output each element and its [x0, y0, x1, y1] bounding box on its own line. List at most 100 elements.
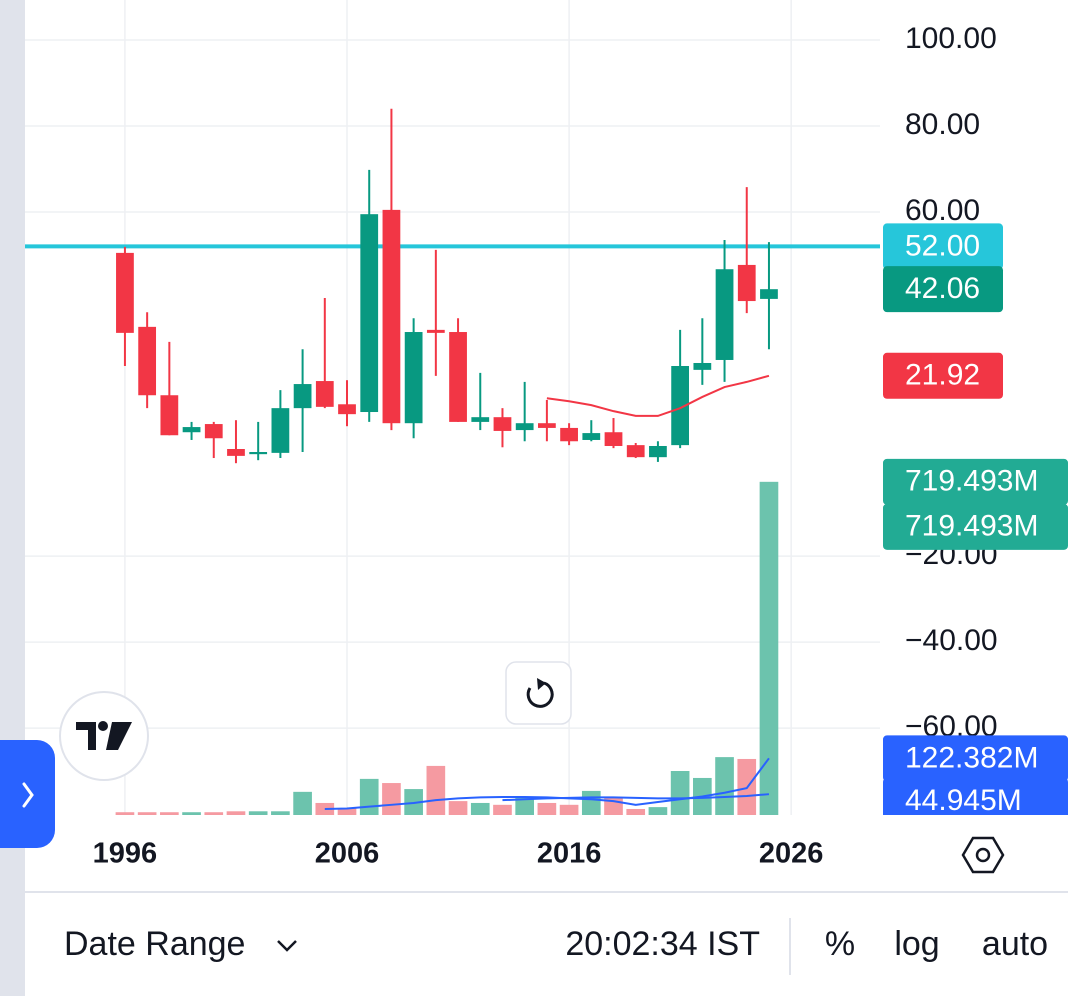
button-bg[interactable]: [0, 740, 55, 848]
volume-bar: [293, 791, 312, 815]
candle-body: [471, 417, 490, 422]
candle-body: [116, 252, 134, 333]
settings-icon[interactable]: [961, 836, 1005, 874]
date-range-button[interactable]: Date Range: [64, 925, 245, 963]
price-label-bg: [883, 266, 1003, 313]
volume-bar: [337, 808, 357, 815]
volume-bar: [248, 811, 268, 815]
volume-bar: [759, 481, 779, 815]
volume-bar: [359, 778, 379, 815]
y-tick-label: 80.00: [905, 108, 980, 141]
settings-icon: [975, 847, 991, 863]
candle-body: [493, 417, 512, 431]
x-tick-label: 2026: [759, 838, 824, 870]
reset-button[interactable]: [505, 661, 572, 725]
candle-body: [515, 423, 534, 431]
log-toggle[interactable]: log: [894, 925, 939, 963]
candle-body: [204, 424, 223, 439]
price-label-bg: [883, 352, 1003, 399]
x-tick-label: 2006: [315, 838, 380, 870]
volume-bar: [648, 807, 668, 815]
volume-bar: [515, 796, 535, 815]
candle-body: [160, 395, 179, 436]
candle-body: [737, 264, 756, 302]
reset-icon: [526, 681, 554, 708]
price-label: 21.92: [905, 359, 980, 392]
volume-bar: [537, 802, 557, 815]
price-label: 52.00: [905, 229, 980, 262]
reset-icon: [537, 678, 546, 690]
auto-toggle[interactable]: auto: [982, 925, 1048, 963]
volume-bar: [182, 812, 201, 815]
logo-bg[interactable]: [59, 691, 149, 781]
volume-bar: [626, 808, 646, 815]
candle-body: [426, 329, 445, 333]
clock: 20:02:34 IST: [565, 925, 760, 963]
volume-label: 719.493M: [905, 465, 1038, 498]
candle-body: [715, 269, 734, 360]
candle-body: [404, 332, 423, 424]
volume-bar: [448, 801, 468, 815]
logo[interactable]: [59, 691, 149, 781]
candle-body: [338, 404, 356, 415]
dropdown-icon[interactable]: [277, 940, 297, 952]
volume-label-bg: [883, 458, 1068, 505]
volume-bar: [382, 783, 401, 815]
volume-label: 44.945M: [905, 784, 1022, 817]
x-tick-label: 2016: [537, 838, 602, 870]
x-tick-label: 1996: [93, 838, 158, 870]
candle-body: [182, 427, 201, 433]
volume-bar: [559, 804, 579, 815]
candle-body: [271, 408, 290, 453]
candle-body: [249, 452, 268, 455]
volume-bar: [160, 812, 179, 815]
candle-body: [449, 332, 467, 422]
volume-bar: [470, 802, 490, 815]
expand-button[interactable]: [0, 740, 55, 848]
candle-body: [138, 326, 157, 396]
candle-body: [693, 362, 712, 370]
volume-label: 122.382M: [905, 741, 1038, 774]
plot: 100.0080.0060.00−20.00−40.00−60.0052.004…: [25, 0, 1068, 817]
volume-bar: [715, 757, 734, 815]
candle-body: [760, 289, 778, 299]
ma-line: [546, 374, 770, 417]
volume-label-bg: [883, 503, 1068, 550]
volume-bar: [226, 811, 246, 815]
logo-mark: [98, 721, 108, 731]
volume-bar: [670, 771, 690, 815]
percent-toggle[interactable]: %: [825, 925, 855, 963]
candle-body: [626, 445, 645, 458]
y-tick-label: −40.00: [905, 624, 998, 657]
volume-bar: [271, 811, 290, 815]
volume-bar: [426, 765, 446, 815]
candle-body: [649, 445, 667, 458]
chevron-icon: [22, 782, 34, 808]
button-bg[interactable]: [505, 661, 572, 725]
candle-body: [227, 449, 245, 456]
logo-mark: [106, 722, 132, 750]
candle-body: [560, 427, 578, 442]
volume-bar: [581, 790, 601, 815]
candle-body: [382, 209, 401, 424]
settings-button[interactable]: [961, 836, 1005, 874]
price-label: 42.06: [905, 272, 980, 305]
candle-body: [315, 381, 334, 407]
logo-mark: [76, 722, 96, 750]
candle-body: [671, 365, 690, 446]
volume-label-bg: [883, 735, 1068, 782]
volume-ma-line: [502, 793, 770, 802]
candle-body: [582, 433, 601, 440]
volume-bar: [137, 812, 157, 815]
volume-bar: [204, 812, 224, 815]
volume-label-bg: [883, 778, 1068, 815]
y-tick-label: 60.00: [905, 194, 980, 227]
candle-body: [538, 423, 556, 428]
volume-bar: [115, 812, 135, 815]
candle-body: [293, 384, 312, 409]
volume-label: 719.493M: [905, 510, 1038, 543]
candle-body: [604, 432, 623, 446]
price-label-bg: [883, 223, 1003, 270]
y-tick-label: 100.00: [905, 22, 997, 55]
